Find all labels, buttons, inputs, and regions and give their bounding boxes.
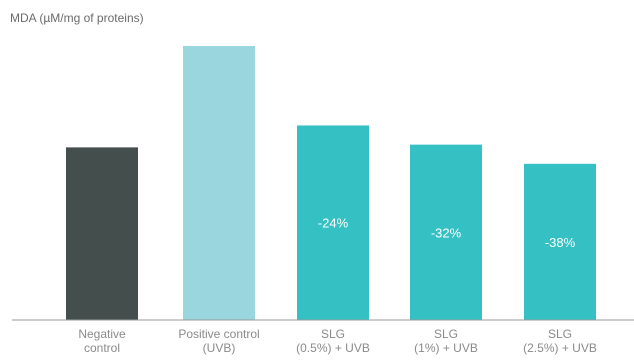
- x-tick-label-2-1: (0.5%) + UVB: [296, 341, 370, 355]
- bar-3: [410, 144, 482, 320]
- x-tick-label-4-0: SLG: [548, 327, 572, 341]
- bars-group: -24% -32% -38%: [66, 46, 596, 321]
- bar-0: [66, 147, 138, 320]
- bar-1: [183, 46, 255, 320]
- x-tick-label-3-0: SLG: [434, 327, 458, 341]
- x-tick-label-3-1: (1%) + UVB: [414, 341, 478, 355]
- bar-4: [524, 163, 596, 320]
- x-tick-label-4-1: (2.5%) + UVB: [523, 341, 597, 355]
- x-tick-label-0-1: control: [84, 341, 120, 355]
- bar-2: [297, 125, 369, 321]
- x-tick-label-0-0: Negative: [78, 327, 126, 341]
- x-tick-label-1-1: (UVB): [203, 341, 236, 355]
- data-label-4: -38%: [545, 235, 576, 250]
- data-label-3: -32%: [431, 225, 462, 240]
- y-axis-label: MDA (µM/mg of proteins): [10, 11, 144, 25]
- data-label-2: -24%: [318, 216, 349, 231]
- x-tick-label-2-0: SLG: [321, 327, 345, 341]
- x-tick-label-1-0: Positive control: [178, 327, 259, 341]
